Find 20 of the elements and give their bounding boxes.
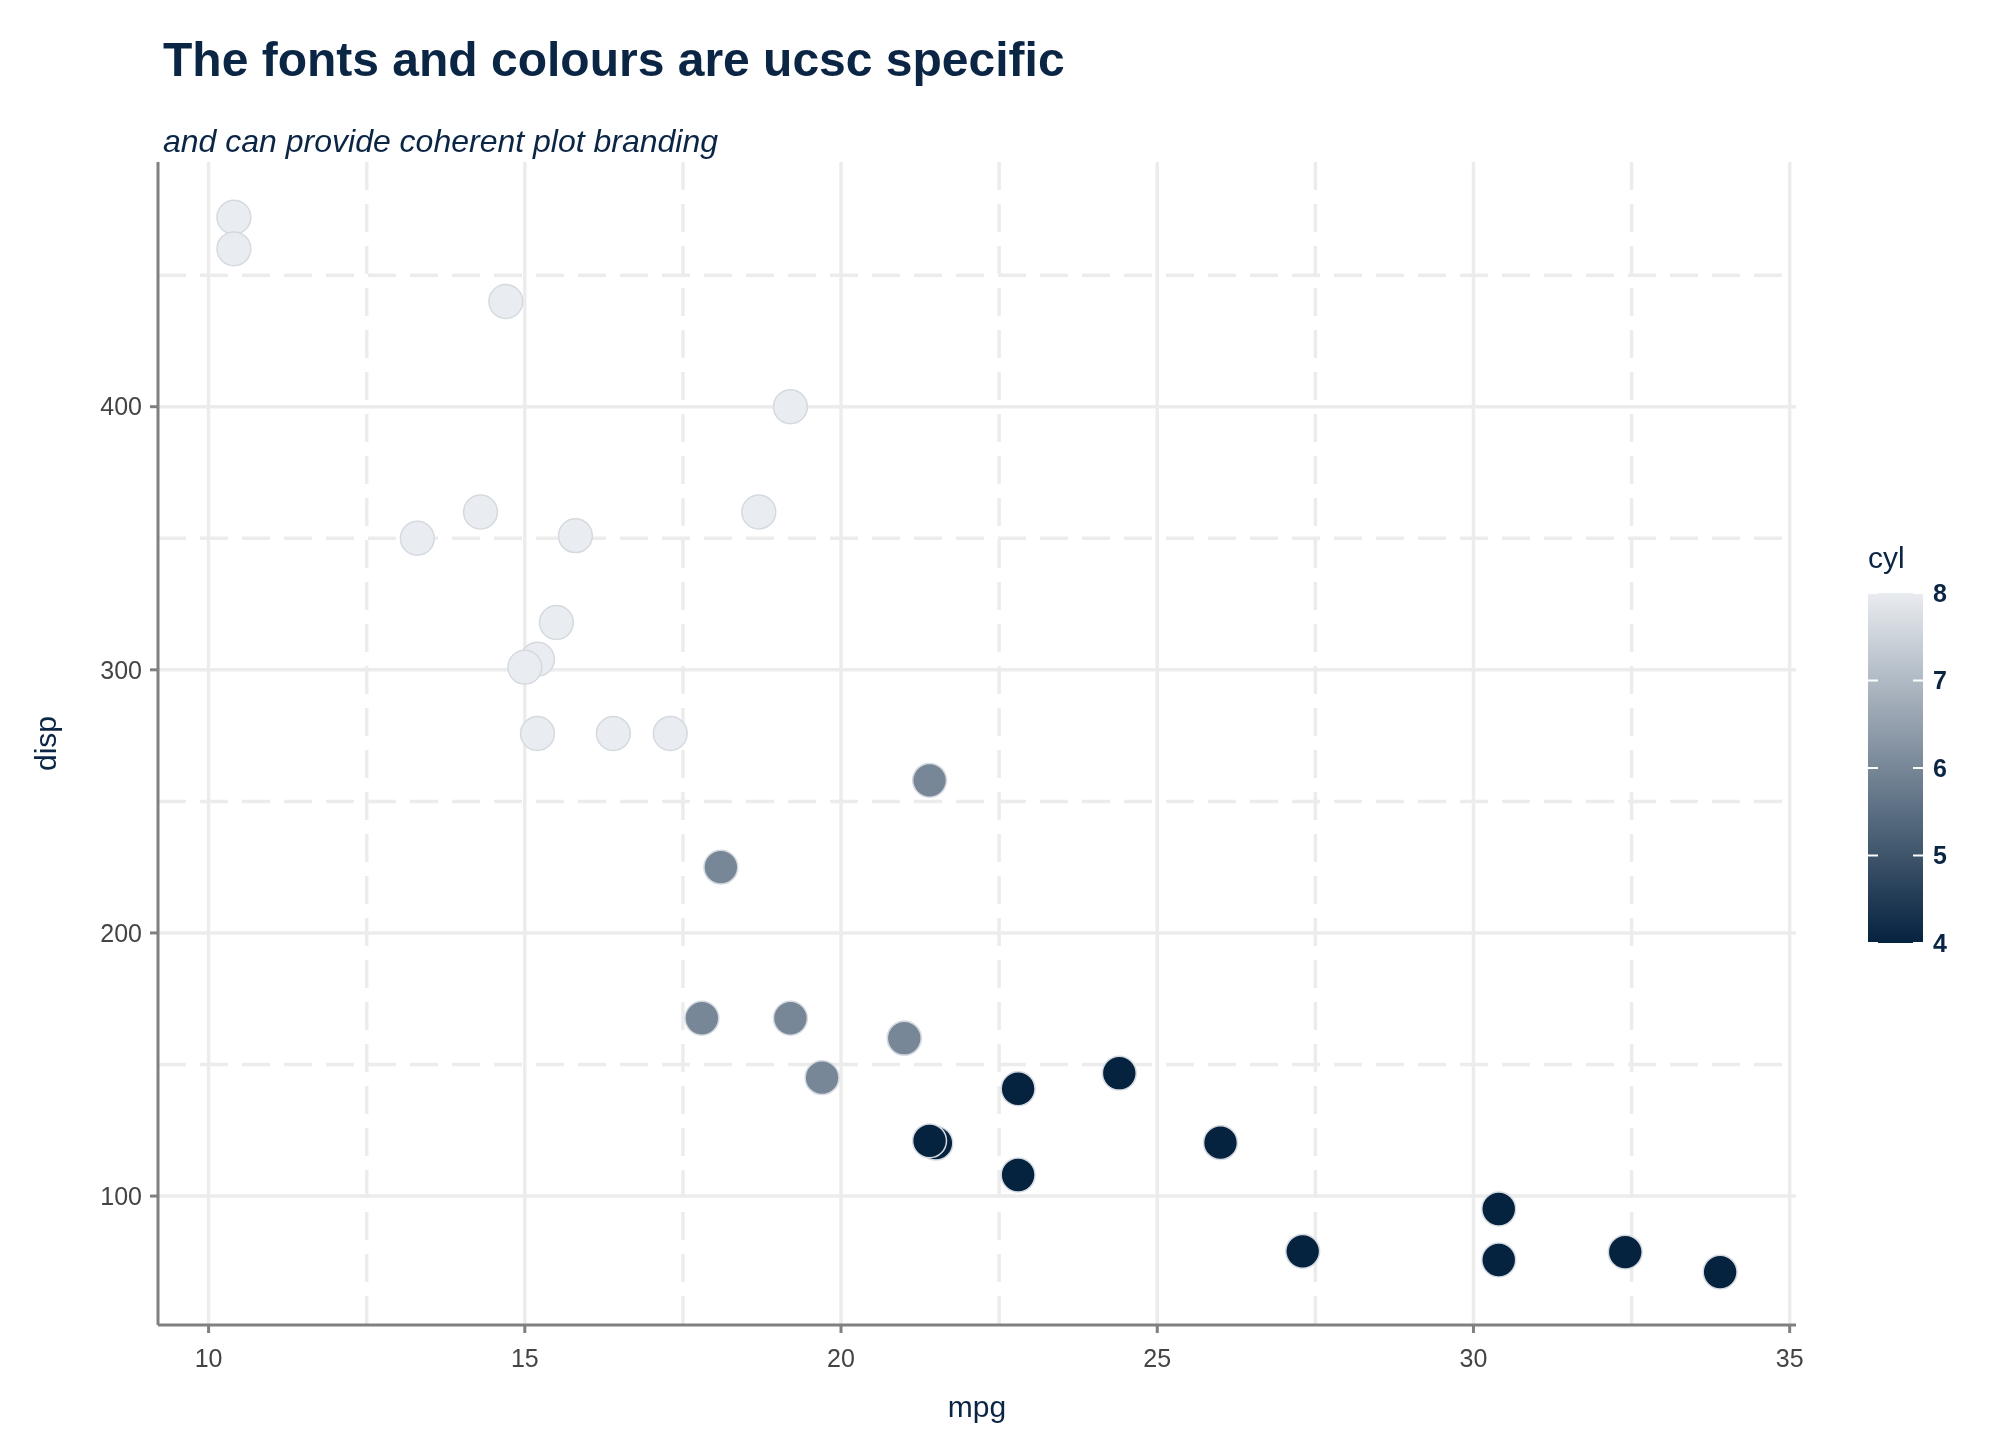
y-axis-title: disp	[29, 715, 62, 772]
y-tick-label: 100	[100, 1181, 142, 1210]
color-bar-label: 5	[1933, 841, 1947, 870]
x-tick-label: 10	[194, 1344, 223, 1372]
y-tick-label: 200	[100, 918, 142, 947]
color-bar-label: 6	[1933, 753, 1947, 782]
chart-title: The fonts and colours are ucsc specific	[163, 33, 1065, 86]
color-bar-label: 8	[1933, 578, 1947, 607]
color-bar-label: 7	[1933, 666, 1947, 695]
x-axis-title: mpg	[947, 1390, 1007, 1423]
color-bar-title: cyl	[1868, 541, 1905, 574]
color-bar-label: 4	[1933, 928, 1947, 957]
y-tick-label: 300	[100, 655, 142, 684]
x-tick-label: 30	[1459, 1344, 1488, 1372]
x-tick-label: 25	[1143, 1344, 1172, 1372]
x-tick-label: 20	[827, 1344, 855, 1372]
x-tick-label: 35	[1775, 1344, 1804, 1372]
x-tick-label: 15	[510, 1344, 539, 1372]
chart-subtitle: and can provide coherent plot branding	[163, 123, 719, 159]
y-tick-label: 400	[100, 392, 142, 421]
